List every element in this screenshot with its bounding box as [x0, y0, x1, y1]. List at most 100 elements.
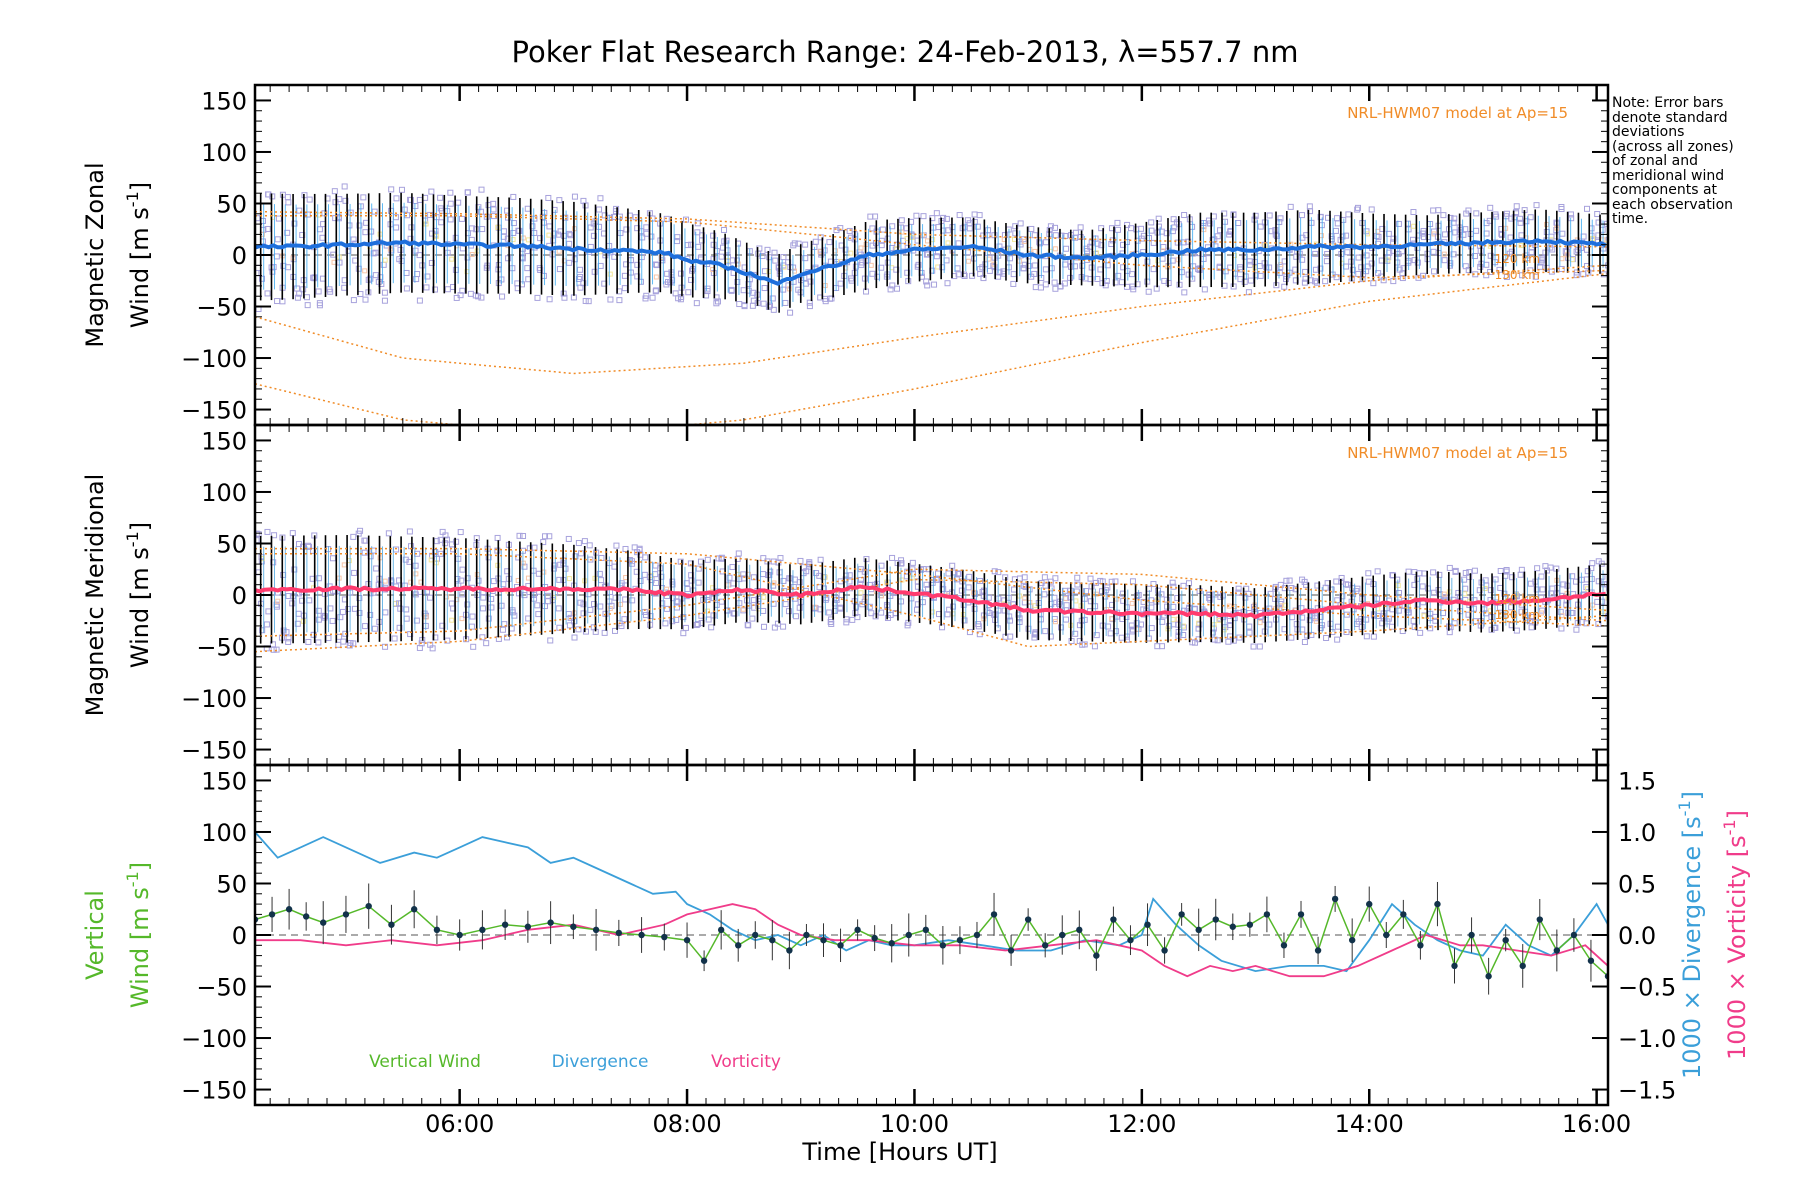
observation-marker [944, 227, 951, 234]
observation-marker [263, 621, 270, 628]
observation-marker [1266, 264, 1273, 271]
observation-marker [1007, 617, 1014, 624]
observation-marker [898, 217, 905, 224]
observation-marker [1257, 620, 1263, 626]
observation-marker [1519, 272, 1526, 279]
vertical-wind-point [683, 936, 691, 944]
observation-marker [663, 605, 670, 612]
observation-marker [325, 635, 332, 642]
observation-marker [293, 285, 300, 292]
observation-marker [1568, 215, 1575, 222]
y-tick-label: −100 [181, 685, 247, 713]
observation-marker [531, 229, 538, 236]
observation-marker [749, 302, 756, 309]
observation-marker [1077, 224, 1084, 231]
observation-marker [1338, 574, 1345, 581]
observation-marker [1431, 268, 1438, 275]
observation-marker [255, 215, 261, 222]
observation-marker [458, 577, 465, 584]
observation-marker [622, 596, 629, 603]
observation-marker [721, 226, 728, 233]
observation-marker [1498, 230, 1505, 237]
observation-marker [1144, 258, 1151, 265]
y-tick-label: 150 [201, 427, 247, 455]
observation-marker [567, 232, 574, 239]
observation-marker [1293, 253, 1300, 260]
observation-marker [1354, 206, 1361, 213]
observation-marker [843, 616, 850, 623]
y-tick-label: 0 [232, 582, 247, 610]
observation-marker [770, 306, 777, 313]
observation-marker [790, 242, 797, 249]
observation-marker [447, 216, 454, 223]
observation-marker [1430, 207, 1437, 214]
observation-marker [1605, 236, 1608, 243]
observation-marker [326, 286, 333, 293]
observation-marker [1001, 607, 1008, 614]
observation-marker [780, 254, 787, 261]
observation-marker [1344, 581, 1351, 588]
observation-marker [669, 618, 676, 625]
observation-marker [971, 211, 978, 218]
observation-marker [945, 570, 952, 577]
observation-marker [622, 545, 629, 552]
vertical-wind-point [615, 929, 623, 937]
observation-marker [362, 268, 368, 274]
observation-marker [388, 186, 395, 193]
observation-marker [1345, 211, 1352, 218]
observation-marker [1108, 241, 1115, 248]
observation-marker [1375, 270, 1382, 277]
observation-marker [1538, 610, 1544, 616]
observation-marker [350, 236, 357, 243]
observation-marker [382, 643, 389, 650]
vertical-wind-point [973, 931, 981, 939]
observation-marker [316, 212, 322, 218]
observation-marker [1281, 283, 1288, 290]
observation-marker [704, 285, 711, 292]
observation-marker [1497, 567, 1504, 574]
observation-marker [284, 194, 291, 201]
observation-marker [718, 253, 725, 260]
observation-marker [515, 554, 522, 561]
observation-marker [1333, 578, 1340, 585]
observation-marker [868, 262, 874, 268]
observation-marker [1032, 284, 1039, 291]
observation-marker [1087, 598, 1094, 605]
observation-marker [1343, 629, 1350, 636]
observation-marker [759, 253, 766, 260]
observation-marker [291, 220, 298, 227]
vertical-wind-point [1417, 942, 1424, 949]
observation-marker [367, 611, 374, 618]
vertical-wind-point [1297, 911, 1305, 918]
observation-marker [792, 613, 799, 620]
observation-marker [1063, 616, 1070, 623]
observation-marker [1170, 216, 1177, 223]
observation-marker [1411, 223, 1417, 229]
observation-marker [1028, 225, 1035, 232]
observation-marker [393, 195, 400, 202]
x-tick-label: 10:00 [880, 1110, 949, 1138]
observation-marker [1420, 228, 1427, 235]
observation-marker [1252, 212, 1259, 219]
observation-marker [677, 296, 684, 303]
y-tick-label: 150 [201, 87, 247, 115]
observation-marker [447, 189, 454, 196]
observation-marker [868, 610, 875, 617]
observation-marker [1186, 580, 1193, 587]
observation-marker [458, 215, 465, 222]
observation-marker [259, 275, 266, 282]
observation-marker [797, 557, 804, 564]
observation-marker [478, 294, 485, 301]
observation-marker [1061, 280, 1068, 287]
observation-marker [710, 232, 717, 239]
model-altitude-label: 120 km [1495, 592, 1540, 606]
observation-marker [1395, 220, 1402, 227]
observation-marker [1342, 581, 1349, 588]
observation-marker [933, 253, 940, 260]
observation-marker [556, 266, 563, 273]
observation-marker [1563, 601, 1570, 608]
observation-marker [1012, 230, 1019, 237]
observation-marker [1256, 643, 1263, 650]
observation-marker [930, 237, 936, 243]
observation-marker [478, 186, 485, 193]
